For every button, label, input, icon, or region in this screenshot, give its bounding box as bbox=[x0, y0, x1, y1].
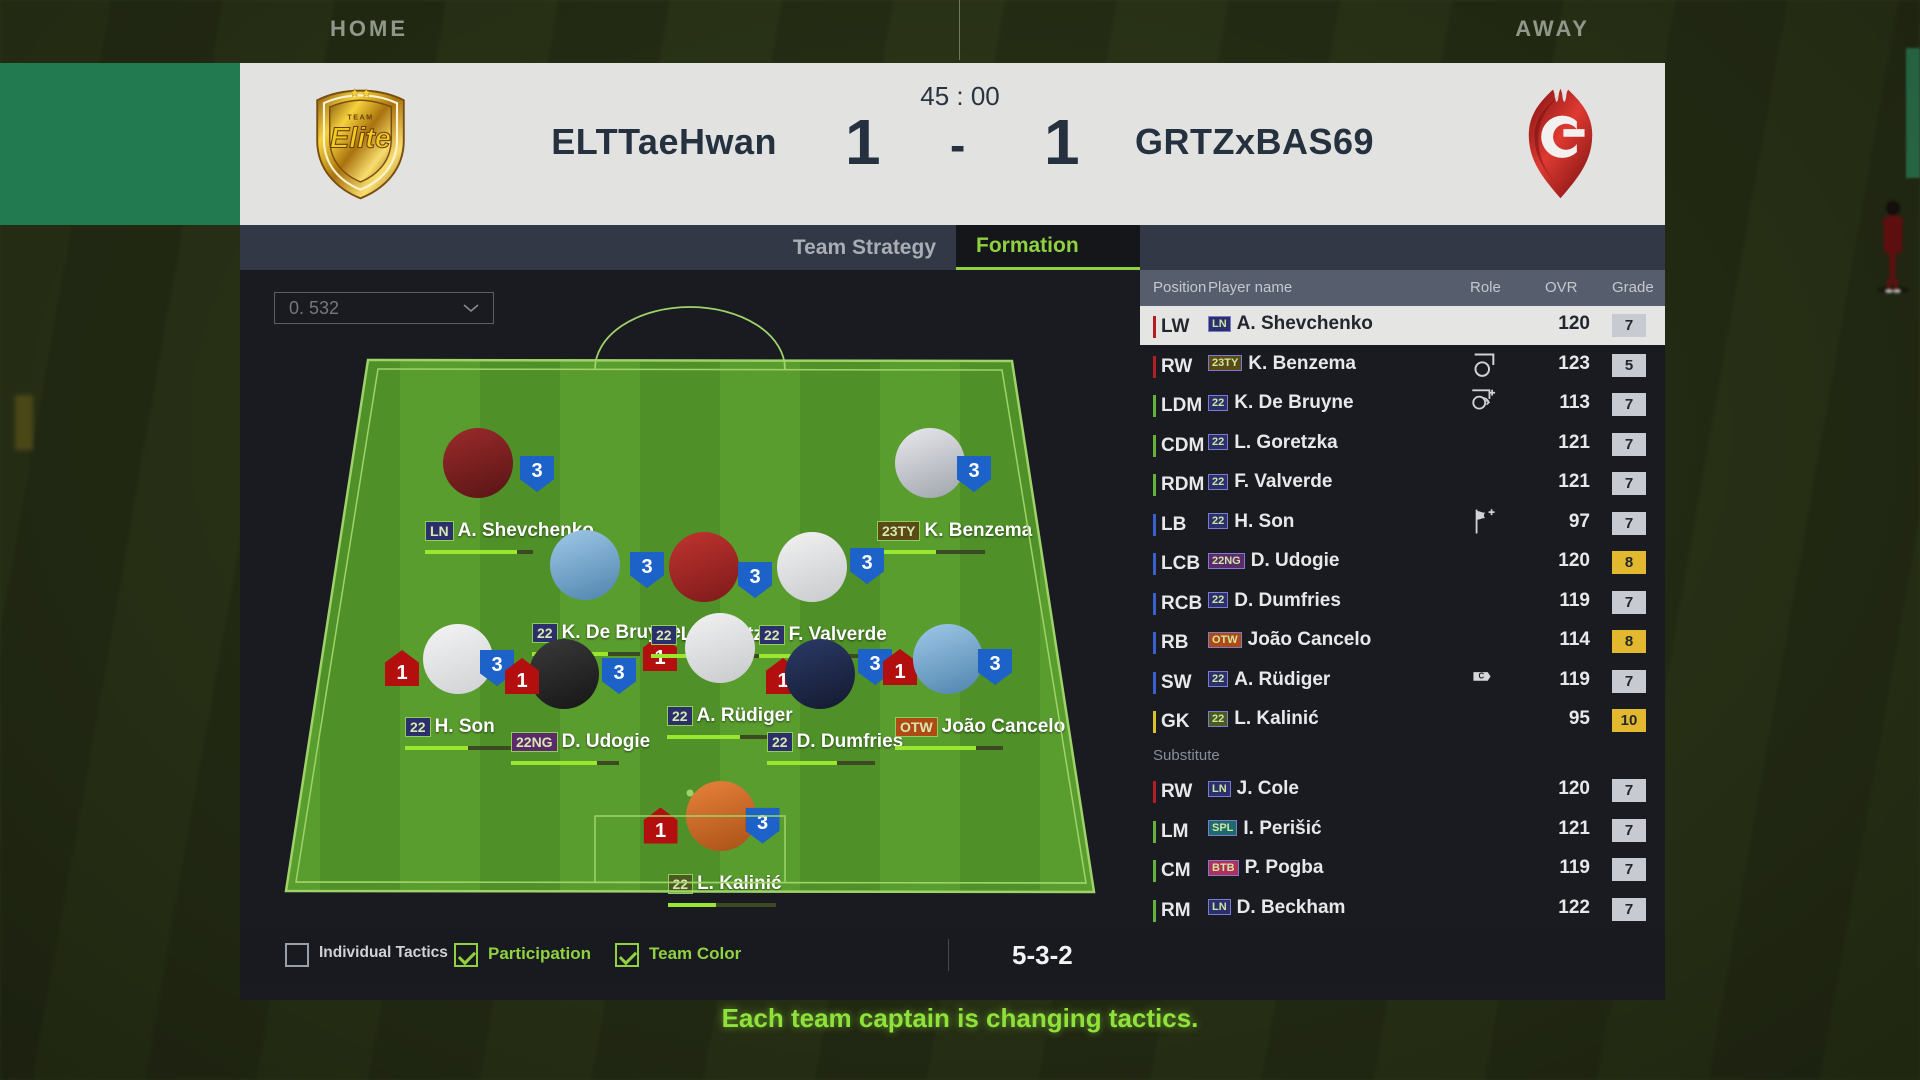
svg-text:Elite: Elite bbox=[330, 122, 391, 154]
svg-text:TEAM: TEAM bbox=[347, 112, 373, 121]
svg-text:C: C bbox=[1478, 671, 1484, 680]
